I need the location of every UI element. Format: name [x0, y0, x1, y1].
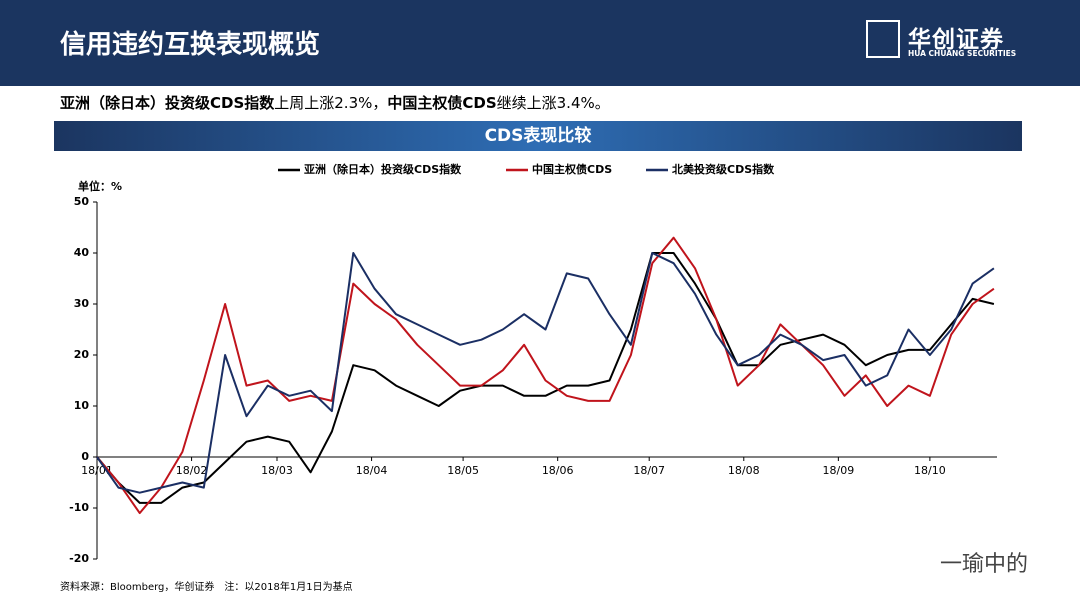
source: 资料来源：Bloomberg，华创证券 注：以2018年1月1日为基点: [60, 582, 353, 593]
y-tick-label: -20: [69, 552, 89, 565]
summary-bold: 亚洲（除日本）投资级CDS指数: [60, 94, 275, 112]
logo: 华创证券 HUA CHUANG SECURITIES: [866, 20, 1016, 64]
x-tick-label: 18/04: [356, 464, 388, 477]
x-tick-label: 18/09: [823, 464, 855, 477]
x-tick-label: 18/05: [447, 464, 479, 477]
y-tick-label: 0: [81, 450, 89, 463]
y-tick-label: 10: [74, 399, 90, 412]
logo-text: 华创证券: [908, 27, 1004, 53]
header: 信用违约互换表现概览 华创证券 HUA CHUANG SECURITIES: [0, 0, 1080, 86]
legend-label: 中国主权债CDS: [532, 162, 612, 176]
legend-label: 北美投资级CDS指数: [672, 162, 775, 176]
logo-subtext: HUA CHUANG SECURITIES: [908, 49, 1017, 58]
x-tick-label: 18/07: [633, 464, 665, 477]
line-series: [96, 252, 995, 494]
chart-banner: CDS表现比较: [54, 121, 1022, 151]
y-tick-label: 20: [74, 348, 90, 361]
line-series: [96, 252, 995, 504]
x-tick-label: 18/08: [728, 464, 760, 477]
line-series: [96, 236, 995, 515]
slide-title: 信用违约互换表现概览: [60, 30, 321, 60]
summary: 亚洲（除日本）投资级CDS指数上周上涨2.3%，中国主权债CDS继续上涨3.4%…: [60, 92, 610, 113]
summary-text: 上周上涨2.3%，: [274, 94, 388, 112]
y-tick-label: 30: [74, 297, 90, 310]
y-tick-label: 50: [74, 195, 90, 208]
y-axis-label: 单位：%: [78, 179, 122, 193]
x-tick-label: 18/02: [176, 464, 208, 477]
y-tick-label: -10: [69, 501, 89, 514]
summary-bold: 中国主权债CDS: [387, 94, 497, 112]
legend-label: 亚洲（除日本）投资级CDS指数: [304, 162, 462, 176]
x-tick-label: 18/06: [542, 464, 574, 477]
logo-icon: [866, 20, 900, 58]
y-tick-label: 40: [74, 246, 90, 259]
watermark: 一瑜中的: [940, 552, 1029, 577]
summary-text: 继续上涨3.4%。: [496, 94, 610, 112]
x-tick-label: 18/10: [914, 464, 946, 477]
x-tick-label: 18/03: [261, 464, 293, 477]
